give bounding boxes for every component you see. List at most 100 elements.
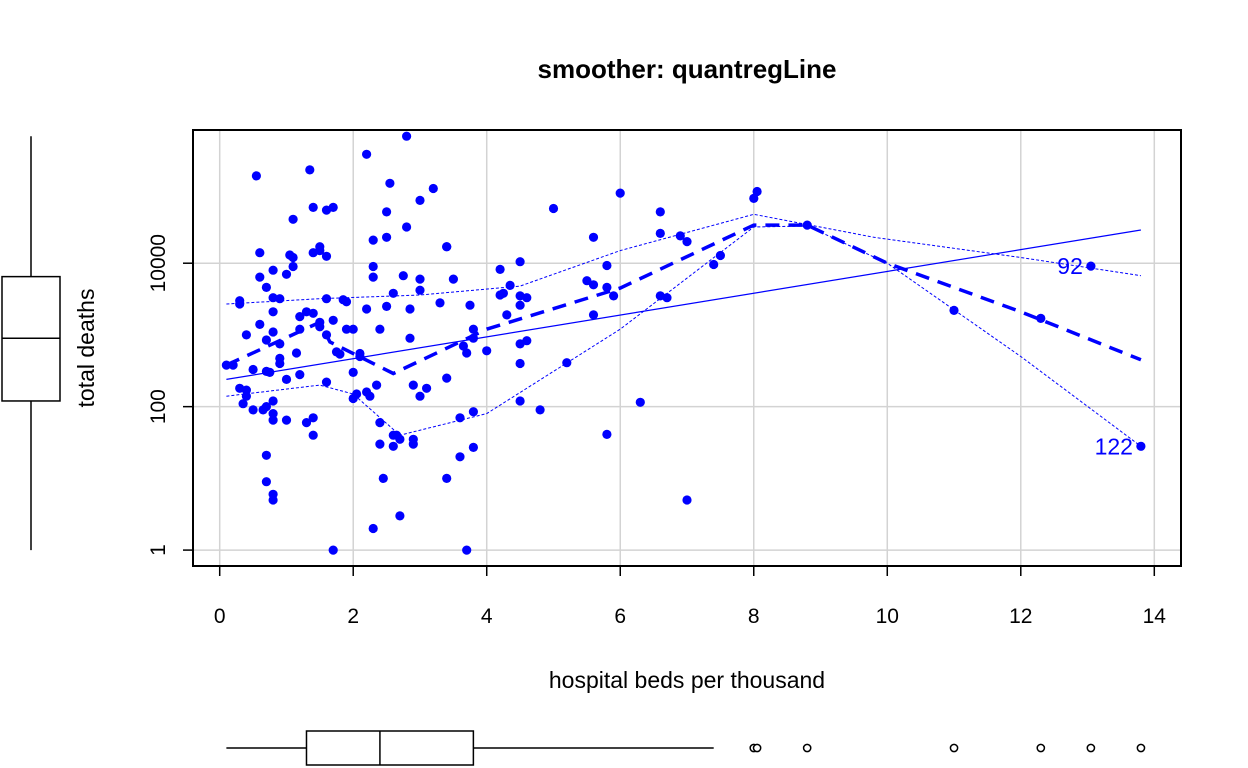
data-point — [498, 288, 508, 298]
data-point — [385, 178, 395, 188]
x-marginal-boxplot — [226, 730, 1146, 766]
data-point — [382, 232, 392, 242]
data-point — [749, 193, 759, 203]
data-point — [362, 304, 372, 314]
data-point — [682, 237, 692, 247]
data-point — [275, 294, 285, 304]
data-point — [1136, 441, 1146, 451]
data-point — [368, 235, 378, 245]
data-point — [582, 276, 592, 286]
data-point — [408, 439, 418, 449]
data-point — [368, 261, 378, 272]
data-point — [261, 335, 271, 345]
data-point — [255, 248, 265, 258]
data-point — [395, 434, 405, 444]
x-axis-label: hospital beds per thousand — [549, 667, 825, 693]
data-point — [375, 439, 385, 449]
data-point — [588, 310, 599, 320]
data-point — [402, 131, 412, 141]
data-point — [515, 257, 525, 267]
data-point — [602, 282, 612, 292]
data-point — [468, 407, 478, 417]
data-point — [241, 385, 251, 395]
point-labels: 92 122 — [1057, 253, 1133, 459]
point-label: 122 — [1095, 433, 1133, 459]
quantreg-upper-line — [226, 213, 1141, 305]
data-point — [635, 397, 645, 407]
y-tick-label: 1 — [147, 544, 170, 556]
data-point — [495, 264, 505, 274]
data-point — [308, 308, 318, 318]
data-point — [502, 310, 512, 320]
data-point — [462, 348, 472, 358]
y-tick-label: 10000 — [147, 234, 170, 292]
data-point — [515, 358, 525, 369]
data-point — [402, 222, 412, 232]
data-point — [291, 348, 302, 358]
data-point — [422, 383, 432, 393]
data-point — [482, 346, 492, 356]
data-point — [715, 250, 726, 261]
data-point — [388, 288, 398, 298]
data-point — [408, 380, 418, 390]
data-point — [268, 489, 278, 499]
data-point — [588, 280, 599, 290]
data-point — [442, 373, 452, 383]
data-point — [462, 545, 472, 555]
data-point — [341, 324, 352, 334]
x-box-iqr — [305, 730, 475, 766]
point-label: 92 — [1057, 253, 1083, 279]
linear-fit-line — [226, 229, 1141, 380]
data-point — [1086, 261, 1096, 271]
x-tick-label: 2 — [347, 605, 359, 628]
data-point — [435, 298, 445, 308]
data-point — [265, 367, 275, 377]
data-point — [442, 473, 452, 483]
data-point — [675, 231, 685, 241]
y-axis: 1 100 10000 — [147, 234, 193, 556]
data-point — [609, 291, 619, 301]
x-box-outlier — [1086, 743, 1096, 753]
data-point — [468, 324, 478, 334]
data-point — [362, 149, 372, 159]
data-point — [288, 252, 298, 263]
data-point — [602, 260, 612, 271]
x-tick-label: 0 — [214, 605, 226, 628]
data-point — [415, 195, 425, 205]
smoother-lines — [225, 213, 1142, 447]
data-point — [802, 220, 812, 230]
data-point — [655, 207, 665, 217]
data-point — [308, 430, 318, 440]
data-point — [328, 315, 338, 325]
data-point — [465, 300, 475, 310]
data-point — [375, 324, 385, 334]
data-point — [328, 202, 338, 212]
data-point — [305, 165, 315, 175]
data-point — [255, 319, 265, 329]
data-points — [221, 131, 1146, 555]
data-point — [251, 171, 261, 181]
data-point — [428, 183, 438, 194]
data-point — [275, 358, 285, 369]
data-point — [321, 294, 332, 304]
data-point — [348, 324, 358, 334]
data-point — [662, 293, 672, 303]
data-point — [281, 374, 292, 384]
data-point — [395, 511, 405, 521]
x-box-outlier — [1136, 743, 1146, 753]
data-point — [458, 341, 468, 351]
data-point — [288, 214, 298, 224]
data-point — [238, 399, 248, 409]
data-point — [375, 418, 385, 428]
x-tick-label: 4 — [481, 605, 493, 628]
data-point — [295, 312, 305, 322]
data-point — [275, 339, 285, 349]
data-point — [388, 441, 398, 451]
data-point — [321, 330, 332, 340]
data-point — [261, 450, 271, 460]
data-point — [241, 330, 251, 340]
data-point — [368, 272, 378, 282]
data-point — [308, 202, 318, 212]
data-point — [295, 324, 305, 334]
data-point — [382, 301, 392, 311]
